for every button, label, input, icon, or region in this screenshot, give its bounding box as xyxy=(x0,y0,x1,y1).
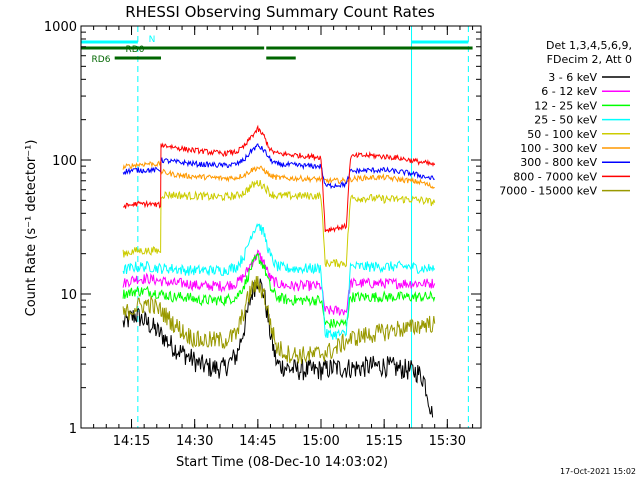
series-line xyxy=(122,252,436,329)
y-axis: 1 10 100 1000 xyxy=(44,20,481,437)
x-axis: 14:15 14:30 14:45 15:00 15:15 15:30 xyxy=(93,26,474,449)
series-line xyxy=(123,124,436,234)
flag-label-rd6: RD6 xyxy=(92,55,111,65)
flag-label-rd0: RD0 xyxy=(126,45,145,55)
x-tick-label: 15:30 xyxy=(429,434,466,449)
legend-entry-label: 12 - 25 keV xyxy=(534,99,597,112)
legend: Det 1,3,4,5,6,9,FDecim 2, Att 0 3 - 6 keV… xyxy=(499,39,632,198)
x-tick-label: 14:30 xyxy=(176,434,213,449)
legend-entry-label: 6 - 12 keV xyxy=(541,85,597,98)
series-line xyxy=(122,222,436,340)
y-tick-label: 10 xyxy=(60,288,77,303)
legend-entry-label: 300 - 800 keV xyxy=(520,156,597,169)
x-axis-label: Start Time (08-Dec-10 14:03:02) xyxy=(176,455,388,470)
y-tick-label: 1000 xyxy=(44,20,77,35)
x-tick-label: 14:15 xyxy=(113,434,150,449)
series-line xyxy=(122,249,436,316)
legend-header: Det 1,3,4,5,6,9, xyxy=(546,39,632,52)
flag-label-n: N xyxy=(149,35,156,45)
legend-entry-label: 25 - 50 keV xyxy=(534,114,597,127)
series-line xyxy=(122,143,435,190)
series-line xyxy=(122,180,436,269)
series-line xyxy=(122,278,434,418)
series-line xyxy=(122,160,435,190)
plot-frame xyxy=(80,25,482,429)
legend-entry-label: 800 - 7000 keV xyxy=(513,170,597,183)
legend-header: FDecim 2, Att 0 xyxy=(547,53,632,66)
series-line xyxy=(122,275,436,364)
legend-entry-label: 50 - 100 keV xyxy=(527,128,597,141)
generation-date: 17-Oct-2021 15:02 xyxy=(560,467,636,476)
series-layer xyxy=(122,124,436,418)
y-tick-label: 100 xyxy=(52,154,77,169)
legend-entry-label: 100 - 300 keV xyxy=(520,142,597,155)
y-axis-label: Count Rate (s⁻¹ detector⁻¹) xyxy=(24,140,39,317)
x-tick-label: 14:45 xyxy=(239,434,276,449)
x-tick-label: 15:15 xyxy=(365,434,402,449)
legend-entry-label: 7000 - 15000 keV xyxy=(499,185,597,198)
y-tick-label: 1 xyxy=(69,422,77,437)
legend-entry-label: 3 - 6 keV xyxy=(548,71,597,84)
chart-title: RHESSI Observing Summary Count Rates xyxy=(125,3,435,21)
x-tick-label: 15:00 xyxy=(302,434,339,449)
flags-layer: N RD0 RD6 xyxy=(81,35,473,65)
